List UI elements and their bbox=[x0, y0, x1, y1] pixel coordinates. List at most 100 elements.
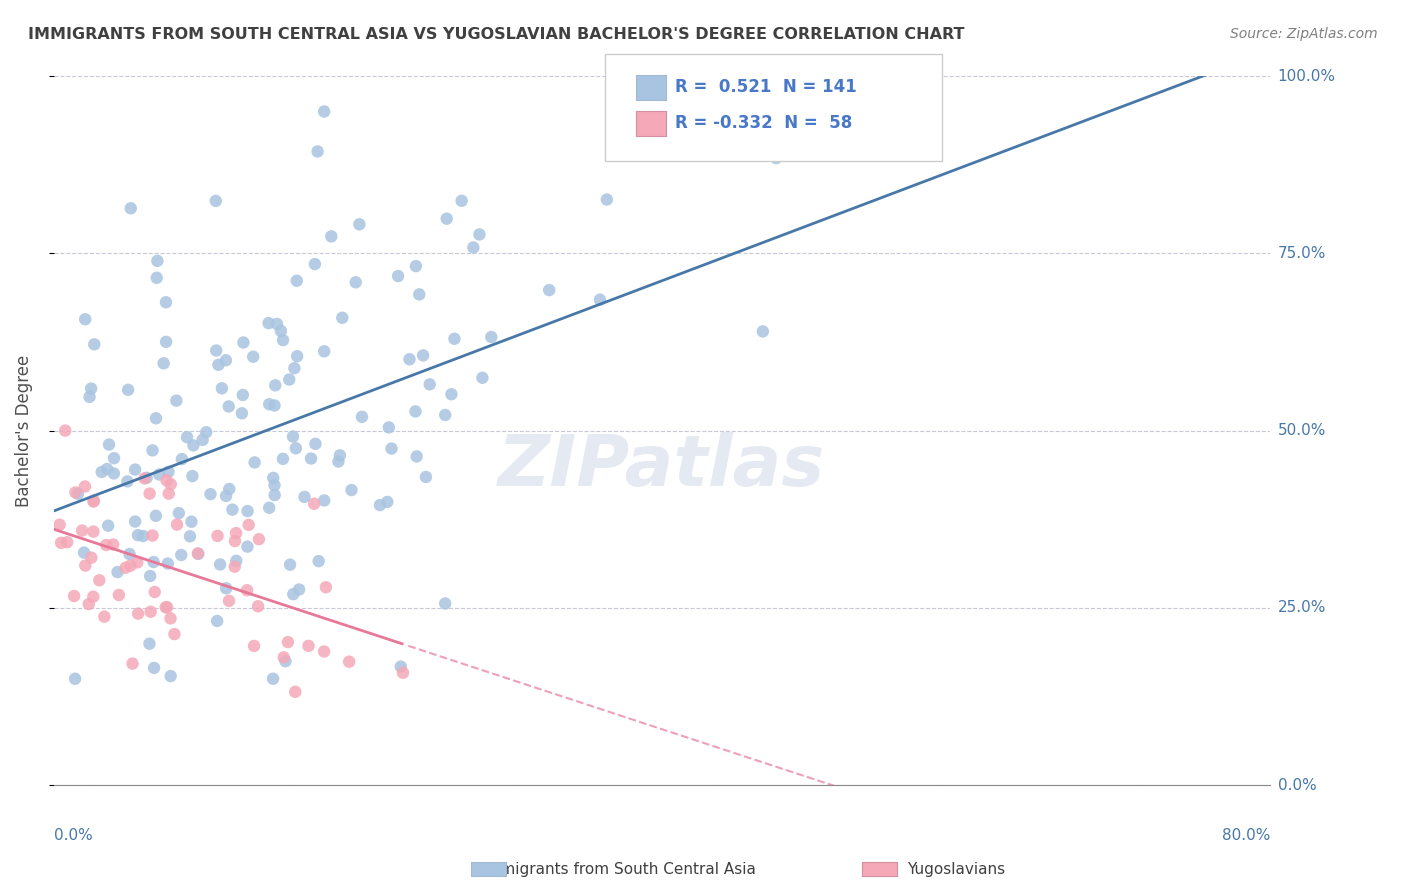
Point bbox=[350, 409, 373, 424]
Point bbox=[314, 104, 336, 119]
Point bbox=[538, 283, 561, 297]
Point bbox=[73, 479, 96, 493]
Point bbox=[82, 524, 104, 539]
Text: 0.0%: 0.0% bbox=[53, 828, 93, 843]
Point bbox=[232, 335, 254, 350]
Point bbox=[96, 538, 118, 552]
Point bbox=[349, 217, 371, 231]
Text: Source: ZipAtlas.com: Source: ZipAtlas.com bbox=[1230, 27, 1378, 41]
Point bbox=[146, 253, 169, 268]
Point bbox=[368, 498, 391, 512]
Point bbox=[270, 324, 292, 338]
Point bbox=[375, 495, 398, 509]
Point bbox=[56, 535, 79, 549]
Point bbox=[157, 486, 180, 500]
Text: 0.0%: 0.0% bbox=[1278, 778, 1316, 793]
Point bbox=[124, 515, 146, 529]
Point bbox=[96, 462, 118, 476]
Point bbox=[180, 515, 202, 529]
Point bbox=[443, 332, 465, 346]
Point bbox=[262, 672, 284, 686]
Point bbox=[103, 451, 125, 466]
Point bbox=[77, 597, 100, 611]
Point bbox=[80, 382, 103, 396]
Point bbox=[340, 483, 363, 497]
Point bbox=[63, 589, 86, 603]
Point bbox=[138, 486, 160, 500]
Point bbox=[266, 317, 288, 331]
Point bbox=[380, 442, 402, 456]
Point bbox=[114, 560, 136, 574]
Point bbox=[224, 534, 246, 549]
Point bbox=[89, 574, 111, 588]
Point bbox=[120, 202, 142, 216]
Text: IMMIGRANTS FROM SOUTH CENTRAL ASIA VS YUGOSLAVIAN BACHELOR'S DEGREE CORRELATION : IMMIGRANTS FROM SOUTH CENTRAL ASIA VS YU… bbox=[28, 27, 965, 42]
Y-axis label: Bachelor's Degree: Bachelor's Degree bbox=[15, 354, 32, 507]
Point bbox=[479, 330, 502, 344]
Point bbox=[257, 316, 280, 330]
Point bbox=[155, 295, 177, 310]
Point bbox=[387, 268, 409, 283]
Point bbox=[83, 494, 105, 508]
Point bbox=[170, 452, 193, 467]
Point bbox=[170, 548, 193, 562]
Point bbox=[148, 467, 170, 482]
Point bbox=[97, 518, 120, 533]
Point bbox=[207, 358, 229, 372]
Point bbox=[117, 383, 139, 397]
Point bbox=[209, 558, 232, 572]
Point bbox=[471, 370, 494, 384]
Point bbox=[90, 465, 112, 479]
Point bbox=[468, 227, 491, 242]
Point bbox=[166, 517, 188, 532]
Point bbox=[273, 650, 295, 665]
Point bbox=[211, 381, 233, 395]
Point bbox=[247, 532, 270, 546]
Text: 50.0%: 50.0% bbox=[1278, 423, 1326, 438]
Point bbox=[124, 462, 146, 476]
Point bbox=[66, 487, 89, 501]
Point bbox=[80, 550, 103, 565]
Text: Immigrants from South Central Asia: Immigrants from South Central Asia bbox=[481, 863, 756, 877]
Point bbox=[262, 471, 284, 485]
Point bbox=[79, 390, 101, 404]
Point bbox=[257, 500, 280, 515]
Point bbox=[167, 506, 190, 520]
Point bbox=[127, 556, 149, 570]
Point bbox=[49, 536, 72, 550]
Point bbox=[215, 582, 238, 596]
Point bbox=[176, 430, 198, 444]
Point bbox=[314, 344, 336, 359]
Point bbox=[242, 350, 264, 364]
Text: 75.0%: 75.0% bbox=[1278, 246, 1326, 260]
Point bbox=[65, 485, 87, 500]
Point bbox=[107, 565, 129, 579]
Text: 100.0%: 100.0% bbox=[1278, 69, 1336, 84]
Point bbox=[138, 637, 160, 651]
Point bbox=[187, 546, 209, 560]
Point bbox=[765, 151, 787, 165]
Point bbox=[398, 352, 420, 367]
Point bbox=[314, 644, 336, 658]
Point bbox=[83, 493, 105, 508]
Point bbox=[157, 465, 180, 479]
Point bbox=[163, 627, 186, 641]
Point bbox=[218, 482, 240, 496]
Point bbox=[141, 528, 163, 542]
Point bbox=[225, 554, 247, 568]
Point bbox=[156, 600, 179, 615]
Text: ZIPatlas: ZIPatlas bbox=[498, 432, 825, 500]
Point bbox=[93, 609, 115, 624]
Point bbox=[288, 582, 311, 597]
Point bbox=[308, 554, 330, 568]
Point bbox=[236, 583, 259, 598]
Point bbox=[127, 528, 149, 542]
Point bbox=[181, 469, 204, 483]
Point bbox=[247, 599, 270, 614]
Point bbox=[330, 310, 353, 325]
Point bbox=[218, 400, 240, 414]
Point bbox=[243, 639, 266, 653]
Point bbox=[141, 443, 163, 458]
Point bbox=[434, 597, 457, 611]
Point bbox=[283, 587, 305, 601]
